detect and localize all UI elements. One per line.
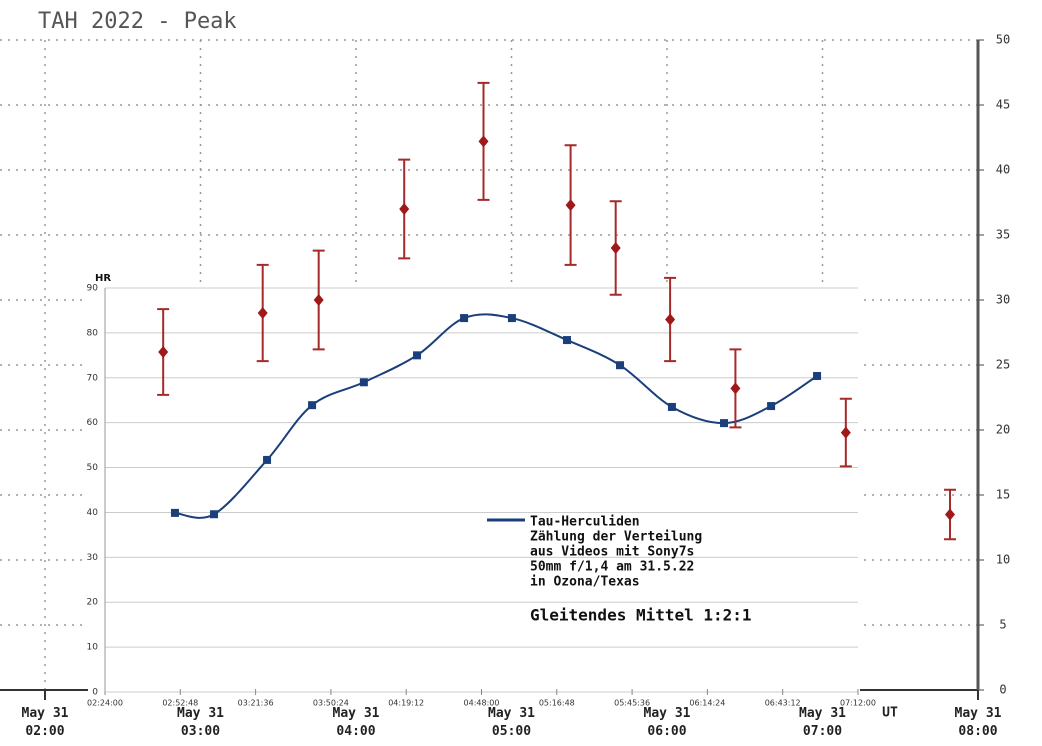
y-tick-label: 40: [87, 508, 99, 518]
y-tick-label: 10: [87, 643, 99, 653]
x-axis-label: UT: [882, 706, 898, 721]
point: [610, 242, 621, 254]
x-tick-label: May 31 08:00: [955, 706, 1002, 739]
point: [210, 510, 219, 519]
x-tick-label: May 31 06:00: [644, 706, 691, 739]
y-tick-label: 30: [87, 553, 99, 563]
point: [562, 336, 571, 345]
x-tick-label: 07:12:00: [840, 699, 876, 708]
y-tick-label: 90: [87, 284, 99, 294]
point: [158, 346, 169, 358]
point: [413, 351, 422, 360]
legend-note: aus Videos mit Sony7s: [530, 545, 694, 560]
point: [478, 135, 489, 148]
point: [263, 455, 272, 464]
x-tick-label: 02:24:00: [87, 699, 123, 708]
x-tick-label: May 31 02:00: [22, 706, 69, 739]
y-tick-label: 35: [996, 228, 1010, 242]
point: [565, 199, 576, 212]
y-tick-label: 10: [996, 553, 1010, 567]
x-tick-label: 03:21:36: [238, 699, 274, 708]
point: [665, 313, 676, 326]
point: [767, 402, 776, 411]
y-tick-label: 20: [996, 423, 1010, 437]
y-tick-label: 40: [996, 163, 1010, 177]
x-tick-label: May 31 05:00: [488, 706, 535, 739]
point: [257, 307, 268, 319]
legend-note: Zählung der Verteilung: [530, 530, 702, 545]
y-tick-label: 30: [996, 293, 1010, 307]
y-tick-label: 80: [87, 328, 99, 338]
point: [359, 378, 368, 387]
y-tick-label: 0: [92, 688, 98, 698]
point: [507, 314, 516, 323]
x-tick-label: 02:52:48: [162, 699, 198, 708]
point: [616, 361, 625, 370]
y-tick-label: 50: [996, 33, 1010, 47]
x-tick-label: 05:16:48: [539, 699, 575, 708]
y-tick-label: 15: [996, 488, 1010, 502]
annotation: Gleitendes Mittel 1:2:1: [530, 606, 752, 625]
x-tick-label: 03:50:24: [313, 699, 349, 708]
y-tick-label: 45: [996, 98, 1010, 112]
y-tick-label: 70: [87, 373, 99, 383]
legend-label: Tau-Herculiden: [530, 515, 640, 530]
chart-title: TAH 2022 - Peak: [38, 9, 237, 34]
x-tick-label: 05:45:36: [614, 699, 650, 708]
x-tick-label: May 31 07:00: [799, 706, 846, 739]
inner-plot: [88, 288, 860, 706]
point: [460, 314, 469, 323]
point: [720, 419, 729, 428]
point: [399, 203, 410, 215]
point: [308, 401, 317, 410]
point: [667, 402, 676, 411]
legend-note: in Ozona/Texas: [530, 575, 640, 590]
x-tick-label: 04:19:12: [388, 699, 424, 708]
y-tick-label: 5: [999, 618, 1006, 632]
y-tick-label: 60: [87, 418, 99, 428]
y-tick-label: 50: [87, 463, 99, 473]
y-tick-label: 20: [87, 598, 99, 608]
legend-note: 50mm f/1,4 am 31.5.22: [530, 560, 694, 575]
point: [170, 508, 179, 517]
x-tick-label: 04:48:00: [464, 699, 500, 708]
y-axis-label: HR: [95, 273, 111, 284]
point: [730, 382, 741, 395]
x-tick-label: May 31 04:00: [333, 706, 380, 739]
x-tick-label: May 31 03:00: [177, 706, 224, 739]
y-tick-label: 0: [999, 683, 1006, 697]
x-tick-label: 06:43:12: [765, 699, 801, 708]
y-tick-label: 25: [996, 358, 1010, 372]
point: [813, 371, 822, 380]
point: [313, 294, 324, 306]
point: [945, 508, 956, 521]
x-tick-label: 06:14:24: [689, 699, 725, 708]
point: [840, 426, 851, 439]
